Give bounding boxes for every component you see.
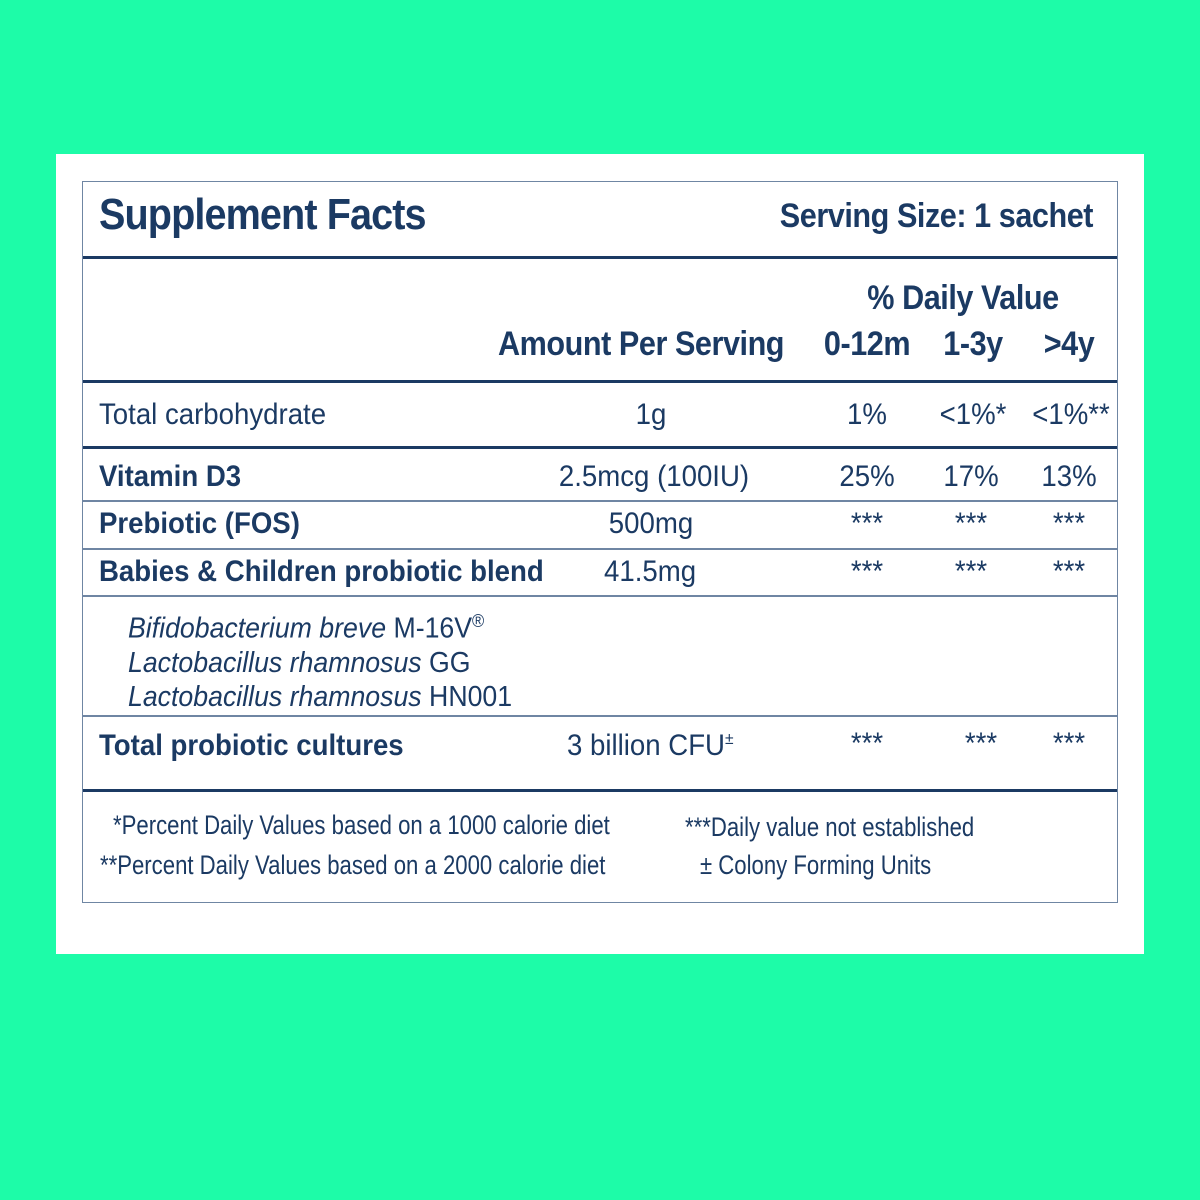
age-group-4y: >4y (1043, 325, 1095, 363)
daily-value-4y: *** (1052, 507, 1086, 540)
row-divider (83, 715, 1117, 717)
footnote: ***Daily value not established (685, 812, 975, 842)
amount-heading: Amount Per Serving (498, 325, 785, 363)
daily-value-1-3y: <1%* (939, 398, 1007, 431)
nutrient-amount: 3 billion CFU± (567, 729, 734, 762)
daily-value-0-12m: 1% (847, 398, 887, 431)
nutrient-name: Prebiotic (FOS) (99, 507, 300, 540)
age-group-1-3y: 1-3y (943, 325, 1003, 363)
row-divider (83, 595, 1117, 597)
daily-value-1-3y: *** (954, 555, 988, 588)
daily-value-0-12m: *** (850, 555, 884, 588)
daily-value-heading: % Daily Value (867, 279, 1059, 317)
nutrient-amount: 2.5mcg (100IU) (558, 460, 750, 493)
nutrient-name: Babies & Children probiotic blend (99, 555, 544, 588)
footnote-divider (83, 789, 1117, 792)
daily-value-0-12m: *** (850, 727, 884, 760)
daily-value-4y: <1%** (1032, 398, 1110, 431)
strain-item: Lactobacillus rhamnosus HN001 (128, 680, 513, 713)
footnote: **Percent Daily Values based on a 2000 c… (100, 850, 606, 880)
strain-item: Bifidobacterium breve M-16V® (128, 611, 485, 645)
row-divider (83, 446, 1117, 449)
nutrient-amount: 500mg (608, 507, 694, 540)
daily-value-1-3y: *** (964, 727, 998, 760)
age-group-0-12m: 0-12m (823, 325, 911, 363)
nutrient-name: Total carbohydrate (99, 398, 327, 431)
panel-title: Supplement Facts (99, 190, 427, 239)
title-divider (83, 256, 1117, 259)
row-divider (83, 500, 1117, 502)
footnote: ± Colony Forming Units (700, 850, 932, 880)
header-divider (83, 380, 1117, 383)
strain-list: Bifidobacterium breve M-16V® Lactobacill… (128, 604, 512, 714)
daily-value-1-3y: 17% (943, 460, 999, 493)
daily-value-0-12m: *** (850, 507, 884, 540)
serving-size: Serving Size: 1 sachet (779, 197, 1094, 235)
strain-item: Lactobacillus rhamnosus GG (128, 646, 471, 679)
daily-value-0-12m: 25% (839, 460, 895, 493)
daily-value-4y: 13% (1041, 460, 1097, 493)
daily-value-1-3y: *** (954, 507, 988, 540)
daily-value-4y: *** (1052, 555, 1086, 588)
footnote: *Percent Daily Values based on a 1000 ca… (113, 810, 610, 840)
row-divider (83, 548, 1117, 550)
nutrient-amount: 41.5mg (604, 555, 697, 588)
supplement-facts-panel: Supplement Facts Serving Size: 1 sachet … (82, 181, 1118, 903)
nutrient-name: Total probiotic cultures (99, 729, 404, 762)
daily-value-4y: *** (1052, 727, 1086, 760)
nutrient-name: Vitamin D3 (99, 460, 242, 493)
nutrient-amount: 1g (635, 398, 667, 431)
label-card: Supplement Facts Serving Size: 1 sachet … (56, 154, 1144, 954)
